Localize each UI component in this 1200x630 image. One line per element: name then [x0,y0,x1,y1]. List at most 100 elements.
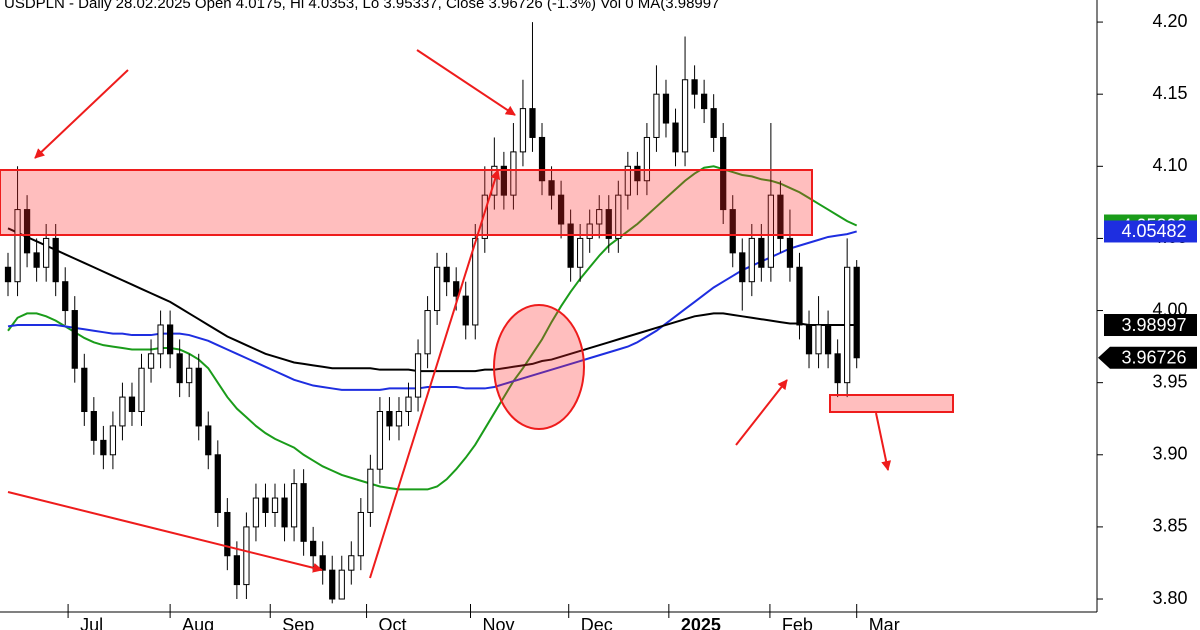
candle-body [386,411,393,427]
candle-body [43,237,50,268]
arrow [34,69,129,159]
candle-body [119,396,126,427]
candle-body [472,237,479,326]
candle-body [4,266,12,283]
y-tick-label: 3.95 [1152,371,1187,391]
candle-body [710,108,717,138]
candle-body [796,266,803,326]
candle-body [443,266,450,283]
candle-body [605,209,612,239]
candle-body [90,411,97,441]
candle-body [81,367,88,413]
cross-highlight [493,304,585,430]
candle-body [748,237,755,283]
price-tag [1098,346,1197,369]
candle-body [453,281,460,297]
candle-body [262,497,269,513]
candle-body [815,324,822,355]
candle-body [128,396,136,413]
candle-body [138,367,145,413]
candle-body [586,223,593,239]
arrow [875,412,892,471]
candle-body [23,209,31,254]
x-tick-label: Dec [581,615,613,630]
x-tick-label: Sep [282,615,314,630]
candle-body [634,165,641,182]
x-tick-label: Nov [482,615,514,630]
candle-body [577,237,584,268]
x-tick-label: Feb [782,615,813,630]
candle-body [52,237,59,283]
moving-average-line [7,227,857,373]
candle-body [701,93,708,110]
candle-body [147,353,155,369]
candle-body [739,252,746,283]
candle-body [758,237,765,268]
x-tick-label: Oct [379,615,407,630]
price-tag-label: 3.98997 [1121,315,1186,335]
candle-body [62,281,69,312]
candle-body [100,439,107,456]
x-tick-label: Jul [80,615,103,630]
candle-body [252,497,260,528]
chart-title: USDPLN - Daily 28.02.2025 Open 4.0175, H… [4,0,719,12]
candle-body [643,136,651,182]
candle-body [596,209,603,225]
candle-body [424,310,431,355]
arrow [7,491,323,573]
x-tick-label: Aug [182,615,214,630]
candle-body [186,367,193,384]
candle-body [529,108,536,138]
y-tick-label: 3.85 [1152,516,1187,536]
candle-body [805,324,813,355]
candle-body [300,483,307,542]
candle-body [290,483,298,528]
candle-body [109,425,117,456]
candle-body [329,569,336,600]
candle-body [481,194,488,239]
candle-body [271,497,279,513]
arrow [735,379,788,446]
candle-body [71,310,78,369]
candle-body [500,165,507,196]
candle-body [519,108,527,153]
candle-body [777,194,784,239]
candle-body [214,454,221,513]
price-tag [1104,220,1197,243]
candle-body [319,555,326,571]
arrow [369,169,501,579]
candle-body [672,122,679,153]
candle-body [33,252,40,268]
candle-body [395,411,403,427]
candle-body [233,555,240,586]
candle-body [462,295,469,326]
candle-body [157,324,164,355]
candle-body [224,511,231,557]
candle-body [367,468,374,513]
candle-body [557,194,565,225]
candle-body [510,151,517,196]
candle-body [195,367,202,427]
x-tick-label: 2025 [681,615,721,630]
candle-body [548,180,555,196]
candle-body [338,569,345,600]
plot-area [4,22,860,604]
candle-body [653,93,660,138]
y-tick-label: 3.80 [1152,588,1187,608]
candle-body [662,93,670,124]
candle-body [844,266,851,384]
candle-body [834,353,841,384]
y-tick-label: 4.20 [1152,11,1187,31]
candle-body [691,79,698,95]
support-zone [829,394,954,413]
candle-body [615,194,622,239]
candle-body [14,209,21,283]
candle-body [243,526,250,586]
price-tag [1104,314,1197,337]
candle-body [824,324,832,355]
price-tag-label: 3.96726 [1121,348,1186,368]
candle-body [538,136,546,182]
